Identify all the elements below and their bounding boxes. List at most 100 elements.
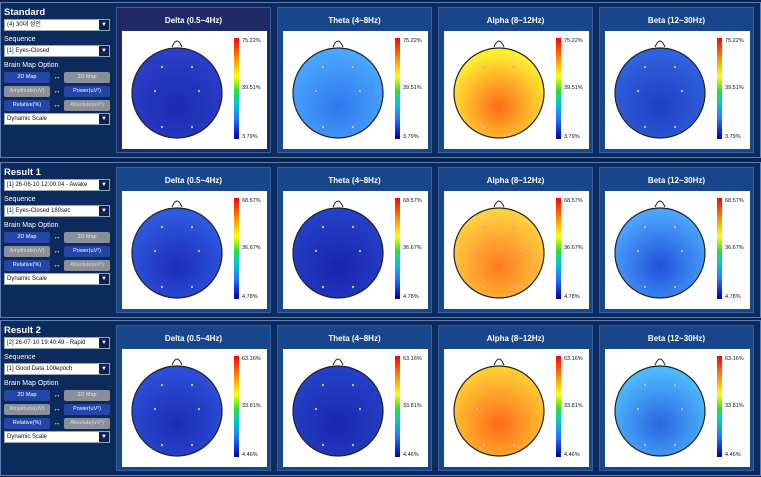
map-alpha: Alpha (8~12Hz) 75.22% 39.51% xyxy=(438,7,593,153)
nose-icon xyxy=(493,200,505,208)
color-scale-bar xyxy=(556,38,561,139)
head-outline xyxy=(453,207,545,299)
chevron-down-icon: ▼ xyxy=(99,180,109,190)
subject-select[interactable]: (4) 30대 성인 ▼ xyxy=(4,19,110,31)
topomap-canvas: 63.16% 33.81% 4.46% xyxy=(283,349,428,467)
scale-select-value: Dynamic Scale xyxy=(7,276,48,282)
map-title: Theta (4~8Hz) xyxy=(328,16,381,25)
subject-select[interactable]: [1] 26-06-10 12:00:04 - Awake ▼ xyxy=(4,179,110,191)
absolute-button[interactable]: Absolute(uV²) xyxy=(64,417,110,429)
sequence-select[interactable]: [1] Eyes-Closed 180sec ▼ xyxy=(4,205,110,217)
amplitude-button[interactable]: Amplitude(uV) xyxy=(4,403,50,415)
scale-mid: 33.81% xyxy=(242,403,261,409)
head-topomap xyxy=(614,358,706,457)
scale-max: 75.22% xyxy=(242,38,261,44)
head-topomap xyxy=(453,200,545,299)
nose-icon xyxy=(171,358,183,366)
scale-min: 4.78% xyxy=(564,294,580,300)
swap-icon: ↔ xyxy=(53,419,61,427)
nose-icon xyxy=(332,200,344,208)
scale-mid: 33.81% xyxy=(403,403,422,409)
chevron-down-icon: ▼ xyxy=(99,274,109,284)
swap-icon: ↔ xyxy=(53,391,61,399)
power-button[interactable]: Power(uV²) xyxy=(64,403,110,415)
scale-max: 75.22% xyxy=(725,38,744,44)
panel-standard: Standard (4) 30대 성인 ▼ Sequence [1] Eyes-C… xyxy=(0,2,761,158)
chevron-down-icon: ▼ xyxy=(99,206,109,216)
scale-mid: 33.81% xyxy=(564,403,583,409)
absolute-button[interactable]: Absolute(uV²) xyxy=(64,99,110,111)
head-outline xyxy=(131,207,223,299)
scale-max: 68.57% xyxy=(242,198,261,204)
control-column: Result 2 [2] 26-07-10 19:40:49 - Rapid ▼ … xyxy=(4,325,112,443)
sequence-select-value: [1] Eyes-Closed 180sec xyxy=(7,208,71,214)
3d-map-button[interactable]: 3D Map xyxy=(64,231,110,243)
relative-button[interactable]: Relative(%) xyxy=(4,259,50,271)
power-button[interactable]: Power(uV²) xyxy=(64,85,110,97)
scale-mid: 39.51% xyxy=(725,85,744,91)
color-scale-bar xyxy=(234,38,239,139)
topomap-canvas: 68.57% 36.67% 4.78% xyxy=(605,191,750,309)
map-title: Delta (0.5~4Hz) xyxy=(164,334,223,343)
head-topomap xyxy=(292,358,384,457)
scale-mid: 33.81% xyxy=(725,403,744,409)
scale-mid: 39.51% xyxy=(564,85,583,91)
brain-map-option-label: Brain Map Option xyxy=(4,380,59,387)
2d-map-button[interactable]: 2D Map xyxy=(4,71,50,83)
2d-map-button[interactable]: 2D Map xyxy=(4,389,50,401)
panel-title: Result 1 xyxy=(4,167,41,178)
scale-min: 3.79% xyxy=(564,134,580,140)
head-topomap xyxy=(614,200,706,299)
scale-mid: 36.67% xyxy=(403,245,422,251)
color-scale-bar xyxy=(717,198,722,299)
map-delta: Delta (0.5~4Hz) 68.57% 36.67% xyxy=(116,167,271,313)
power-button[interactable]: Power(uV²) xyxy=(64,245,110,257)
scale-select[interactable]: Dynamic Scale ▼ xyxy=(4,431,110,443)
head-outline xyxy=(131,365,223,457)
amplitude-button[interactable]: Amplitude(uV) xyxy=(4,245,50,257)
sequence-label: Sequence xyxy=(4,354,36,361)
scale-select[interactable]: Dynamic Scale ▼ xyxy=(4,273,110,285)
topomap-canvas: 68.57% 36.67% 4.78% xyxy=(122,191,267,309)
brain-map-option-label: Brain Map Option xyxy=(4,62,59,69)
control-column: Result 1 [1] 26-06-10 12:00:04 - Awake ▼ … xyxy=(4,167,112,285)
sequence-select[interactable]: [1] Good Data 100epoch ▼ xyxy=(4,363,110,375)
map-beta: Beta (12~30Hz) 75.22% 39.51% xyxy=(599,7,754,153)
head-topomap xyxy=(453,358,545,457)
3d-map-button[interactable]: 3D Map xyxy=(64,71,110,83)
nose-icon xyxy=(332,358,344,366)
color-scale-bar xyxy=(395,198,400,299)
panel-title: Standard xyxy=(4,7,46,18)
sequence-select[interactable]: [1] Eyes-Closed ▼ xyxy=(4,45,110,57)
chevron-down-icon: ▼ xyxy=(99,338,109,348)
subject-select[interactable]: [2] 26-07-10 19:40:49 - Rapid ▼ xyxy=(4,337,110,349)
map-title: Theta (4~8Hz) xyxy=(328,334,381,343)
relative-button[interactable]: Relative(%) xyxy=(4,99,50,111)
topomap-canvas: 63.16% 33.81% 4.46% xyxy=(605,349,750,467)
map-title: Delta (0.5~4Hz) xyxy=(164,16,223,25)
chevron-down-icon: ▼ xyxy=(99,364,109,374)
scale-max: 63.16% xyxy=(242,356,261,362)
topomap-canvas: 63.16% 33.81% 4.46% xyxy=(122,349,267,467)
topomap-canvas: 75.22% 39.51% 3.79% xyxy=(605,31,750,149)
swap-icon: ↔ xyxy=(53,73,61,81)
nose-icon xyxy=(654,40,666,48)
brain-map-option-label: Brain Map Option xyxy=(4,222,59,229)
map-beta: Beta (12~30Hz) 63.16% 33.81% xyxy=(599,325,754,471)
map-title: Alpha (8~12Hz) xyxy=(486,334,545,343)
nose-icon xyxy=(654,358,666,366)
chevron-down-icon: ▼ xyxy=(99,46,109,56)
relative-button[interactable]: Relative(%) xyxy=(4,417,50,429)
sequence-label: Sequence xyxy=(4,36,36,43)
absolute-button[interactable]: Absolute(uV²) xyxy=(64,259,110,271)
panel-title: Result 2 xyxy=(4,325,41,336)
panel-result2: Result 2 [2] 26-07-10 19:40:49 - Rapid ▼ … xyxy=(0,320,761,476)
scale-select[interactable]: Dynamic Scale ▼ xyxy=(4,113,110,125)
2d-map-button[interactable]: 2D Map xyxy=(4,231,50,243)
color-scale-bar xyxy=(717,38,722,139)
head-outline xyxy=(614,365,706,457)
3d-map-button[interactable]: 3D Map xyxy=(64,389,110,401)
scale-mid: 39.51% xyxy=(403,85,422,91)
nose-icon xyxy=(493,358,505,366)
amplitude-button[interactable]: Amplitude(uV) xyxy=(4,85,50,97)
